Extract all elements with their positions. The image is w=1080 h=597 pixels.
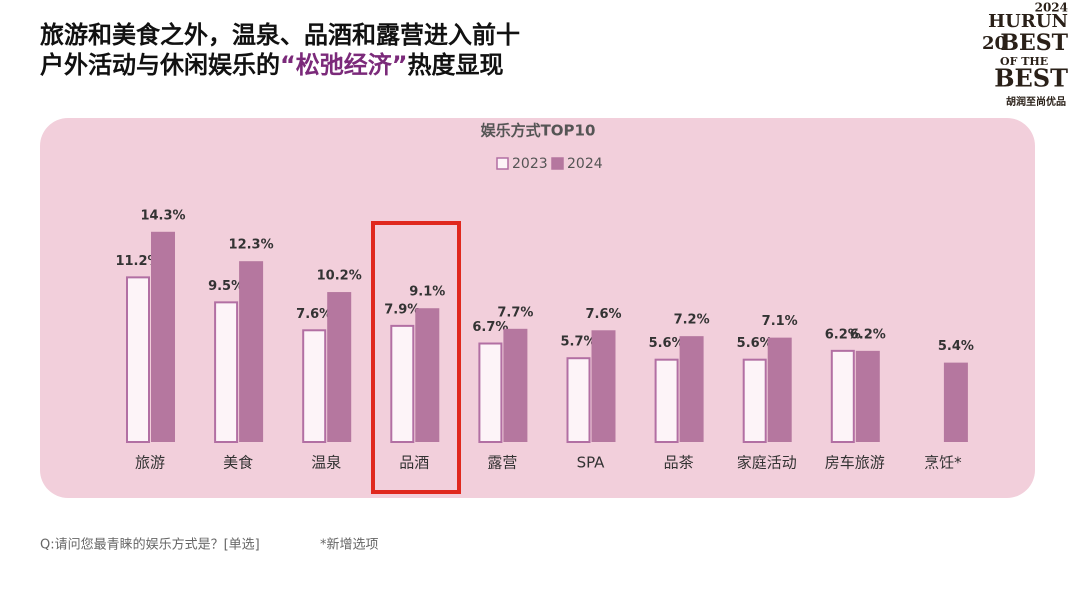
value-label: 5.6% [737, 336, 773, 351]
logo-of-the: OF THE [1000, 55, 1048, 68]
bar [503, 328, 528, 442]
bar [591, 330, 616, 442]
headline-part: 热度显现 [408, 51, 504, 79]
bar [654, 358, 679, 443]
chart-title: 娱乐方式TOP10 [481, 122, 596, 140]
bar [855, 350, 880, 442]
bar [830, 349, 855, 443]
logo: 2024 HURUN 20 BEST OF THE BEST 胡润至尚优品 [982, 1, 1069, 109]
bar [742, 358, 767, 443]
value-label: 7.9% [384, 302, 420, 317]
bar [679, 336, 704, 442]
x-tick-label: 旅游 [135, 454, 165, 472]
logo-cn: 胡润至尚优品 [1006, 95, 1066, 108]
value-label: 5.7% [560, 335, 596, 350]
value-label: 5.6% [649, 336, 685, 351]
value-label: 9.1% [409, 285, 445, 300]
legend-swatch [496, 157, 509, 170]
x-tick-label: 烹饪* [924, 454, 962, 472]
value-label: 6.2% [825, 327, 861, 342]
chart-panel [40, 118, 1035, 498]
legend-label: 2023 [512, 156, 548, 172]
x-tick-label: 房车旅游 [825, 454, 885, 472]
value-label: 9.5% [208, 279, 244, 294]
headline: 户外活动与休闲娱乐的“松弛经济”热度显现 [40, 51, 504, 79]
bar [767, 337, 792, 442]
headline-highlight: “松弛经济” [280, 51, 408, 79]
logo-best: BEST [994, 64, 1068, 93]
value-label: 6.2% [850, 327, 886, 342]
legend-label: 2024 [567, 156, 603, 172]
value-label: 7.1% [762, 314, 798, 329]
value-label: 7.2% [674, 313, 710, 328]
x-tick-label: SPA [577, 454, 606, 472]
bar [151, 231, 175, 442]
x-tick-label: 温泉 [311, 454, 341, 472]
value-label: 7.7% [497, 305, 533, 320]
bar [943, 362, 968, 442]
value-label: 5.4% [938, 339, 974, 354]
value-label: 14.3% [140, 208, 185, 223]
highlight-box [371, 221, 461, 494]
headline: 旅游和美食之外，温泉、品酒和露营进入前十 [40, 21, 520, 49]
value-label: 10.2% [317, 269, 362, 284]
x-tick-label: 家庭活动 [737, 454, 797, 472]
logo-best: BEST [1000, 30, 1068, 56]
bar [390, 324, 415, 443]
bar [214, 301, 239, 443]
legend-swatch [551, 157, 564, 170]
logo-num: 20 [982, 33, 1007, 54]
x-tick-label: 露营 [487, 454, 517, 472]
value-label: 7.6% [296, 307, 332, 322]
bar [327, 292, 352, 442]
value-label: 11.2% [115, 254, 160, 269]
logo-year: 2024 [1035, 1, 1068, 15]
value-label: 7.6% [585, 307, 621, 322]
bar [415, 308, 440, 442]
x-tick-label: 美食 [223, 454, 253, 472]
bar [478, 342, 503, 444]
bar [566, 357, 591, 443]
x-tick-label: 品酒 [399, 454, 429, 472]
logo-brand: HURUN [988, 11, 1068, 32]
bar [239, 261, 264, 442]
value-label: 12.3% [229, 238, 274, 253]
bar [126, 276, 150, 443]
footer-question: Q:请问您最青睐的娱乐方式是？[单选] [40, 537, 260, 553]
bar [302, 329, 327, 443]
x-tick-label: 品茶 [664, 454, 694, 472]
headline-part: 户外活动与休闲娱乐的 [40, 51, 280, 79]
value-label: 6.7% [472, 320, 508, 335]
footer-note: *新增选项 [320, 537, 379, 553]
